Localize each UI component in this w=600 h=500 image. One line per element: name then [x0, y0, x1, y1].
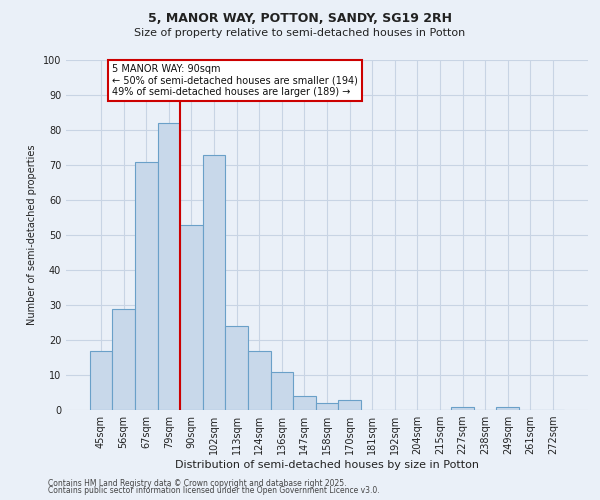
Bar [203, 154, 226, 410]
Text: 5 MANOR WAY: 90sqm
← 50% of semi-detached houses are smaller (194)
49% of semi-d: 5 MANOR WAY: 90sqm ← 50% of semi-detache… [112, 64, 358, 96]
Bar [248, 350, 271, 410]
Bar [180, 224, 203, 410]
Bar [271, 372, 293, 410]
Text: 5, MANOR WAY, POTTON, SANDY, SG19 2RH: 5, MANOR WAY, POTTON, SANDY, SG19 2RH [148, 12, 452, 26]
Bar [135, 162, 158, 410]
Bar [112, 308, 135, 410]
Text: Contains HM Land Registry data © Crown copyright and database right 2025.: Contains HM Land Registry data © Crown c… [48, 478, 347, 488]
Text: Contains public sector information licensed under the Open Government Licence v3: Contains public sector information licen… [48, 486, 380, 495]
X-axis label: Distribution of semi-detached houses by size in Potton: Distribution of semi-detached houses by … [175, 460, 479, 470]
Bar [226, 326, 248, 410]
Bar [496, 406, 519, 410]
Bar [338, 400, 361, 410]
Bar [451, 406, 474, 410]
Bar [158, 123, 180, 410]
Bar [293, 396, 316, 410]
Y-axis label: Number of semi-detached properties: Number of semi-detached properties [27, 145, 37, 325]
Bar [90, 350, 112, 410]
Text: Size of property relative to semi-detached houses in Potton: Size of property relative to semi-detach… [134, 28, 466, 38]
Bar [316, 403, 338, 410]
